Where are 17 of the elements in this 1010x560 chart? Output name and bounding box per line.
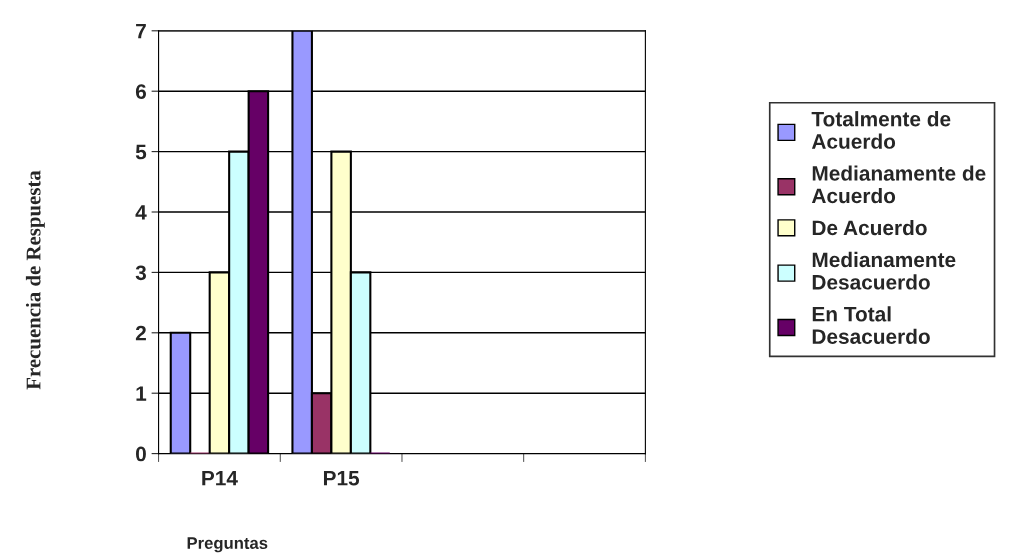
y-tick-label: 4 [135,205,147,220]
legend-label: Totalmente de Acuerdo [811,111,951,149]
y-tick-label: 7 [136,24,146,39]
y-tick-label: 3 [135,265,147,281]
x-tick-label: P15 [323,471,360,486]
y-axis-title: Frecuencia de Respuesta [25,170,45,390]
legend-label: Medianamente Desacuerdo [812,251,956,290]
x-tick-label: P14 [202,471,238,486]
y-tick-label: 5 [135,144,147,160]
y-tick-label: 6 [135,84,147,99]
y-tick-label: 1 [136,386,147,401]
legend-label: Medianamente de Acuerdo [811,165,986,204]
legend-label: En Total Desacuerdo [812,306,930,344]
y-tick-label: 0 [136,446,146,462]
x-axis-title: Preguntas [187,537,268,553]
y-tick-label: 2 [135,325,146,341]
legend-label: De Acuerdo [812,219,927,236]
